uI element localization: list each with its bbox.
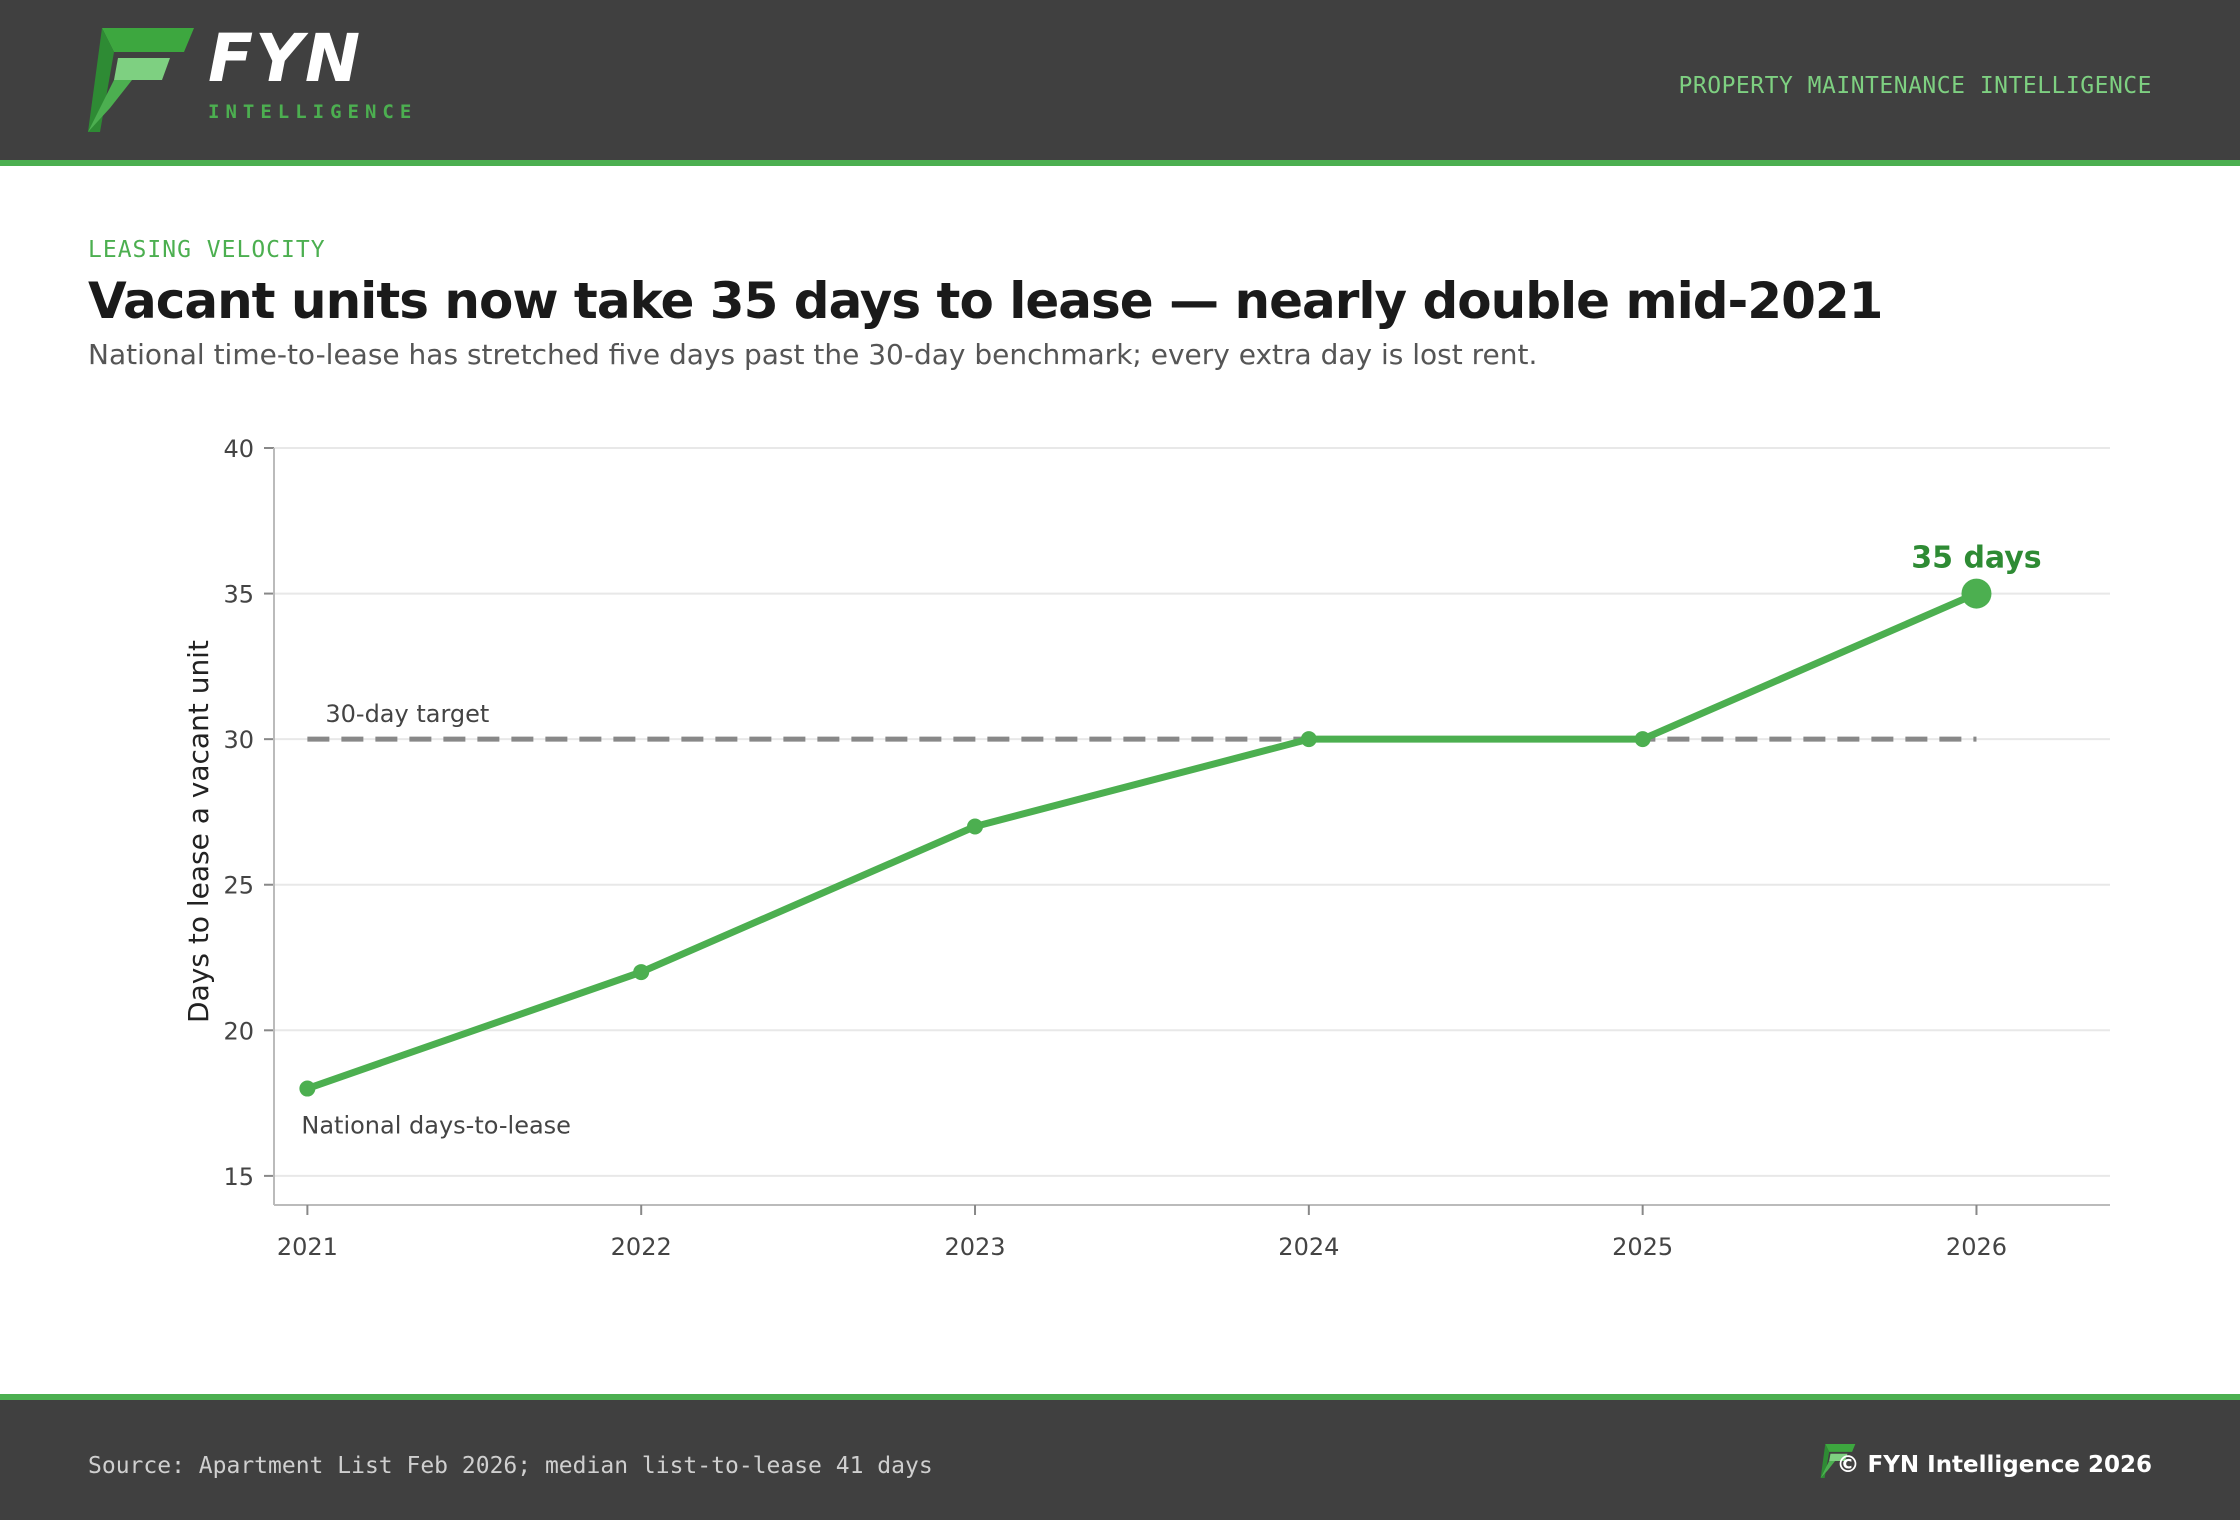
x-tick-label: 2026	[1946, 1233, 2007, 1261]
y-tick-label: 15	[223, 1163, 254, 1191]
end-value-label: 35 days	[1911, 541, 2041, 576]
copyright: © FYN Intelligence 2026	[1836, 1452, 2153, 1478]
x-tick-label: 2025	[1612, 1233, 1673, 1261]
header-bar	[0, 0, 2240, 160]
x-tick-label: 2021	[277, 1233, 338, 1261]
x-tick-label: 2022	[611, 1233, 672, 1261]
fyn-f-small-logo-icon	[1820, 1444, 1856, 1478]
footer-accent-stripe	[0, 1394, 2240, 1400]
target-label: 30-day target	[325, 700, 489, 728]
grid-layer	[274, 447, 2110, 1177]
data-point-highlight	[1961, 578, 1992, 609]
label-layer: National days-to-lease 35 days	[301, 541, 2041, 1140]
data-point	[299, 1080, 316, 1097]
y-tick-label: 25	[223, 872, 254, 900]
y-tick-label: 40	[223, 435, 254, 463]
series-layer	[299, 578, 1992, 1097]
source-note: Source: Apartment List Feb 2026; median …	[88, 1453, 933, 1479]
footer-bar	[0, 1400, 2240, 1520]
chart-subtitle: National time-to-lease has stretched fiv…	[88, 338, 1538, 371]
y-axis-label: Days to lease a vacant unit	[182, 640, 215, 1023]
chart-title: Vacant units now take 35 days to lease —…	[88, 272, 1883, 330]
series-line	[303, 590, 1980, 1093]
data-point	[967, 818, 984, 835]
x-tick-label: 2023	[944, 1233, 1005, 1261]
series-label: National days-to-lease	[301, 1112, 571, 1140]
y-tick-label: 20	[223, 1017, 254, 1045]
y-tick-label: 30	[223, 726, 254, 754]
brand-name: FYN	[208, 20, 363, 97]
brand-tagline: INTELLIGENCE	[208, 101, 418, 123]
target-layer: 30-day target	[307, 700, 1977, 742]
fyn-f-logo-icon	[88, 28, 194, 132]
header-tagline: PROPERTY MAINTENANCE INTELLIGENCE	[1678, 73, 2152, 99]
eyebrow-label: LEASING VELOCITY	[88, 237, 326, 263]
header-accent-stripe	[0, 160, 2240, 166]
data-point	[633, 964, 650, 981]
x-tick-label: 2024	[1278, 1233, 1339, 1261]
data-point	[1634, 731, 1651, 748]
y-tick-label: 35	[223, 581, 254, 609]
data-point	[1300, 731, 1317, 748]
